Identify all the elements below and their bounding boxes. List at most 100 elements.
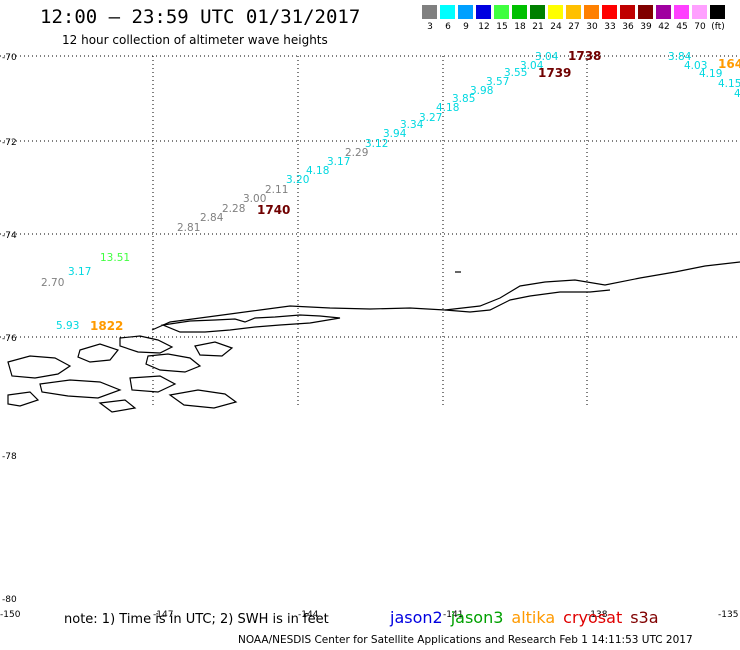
legend-swatch xyxy=(548,5,563,19)
legend-label: 12 xyxy=(478,22,490,32)
legend-unit: (ft) xyxy=(711,22,725,32)
lat-label: -72 xyxy=(2,138,17,148)
wave-height-reading: 5.93 xyxy=(56,320,79,332)
island-c xyxy=(7,355,72,379)
lat-label: -78 xyxy=(2,452,17,462)
wave-height-reading: 3.94 xyxy=(383,128,407,140)
wave-height-reading: 3.04 xyxy=(520,60,544,72)
legend-swatch xyxy=(692,5,707,19)
time-label: 1822 xyxy=(90,319,123,333)
time-label: 1739 xyxy=(538,66,571,80)
legend-label: 45 xyxy=(676,22,688,32)
legend-swatch xyxy=(458,5,473,19)
legend-swatch xyxy=(656,5,671,19)
satellite-legend: jason2 jason3 altika cryosat s3a xyxy=(390,608,667,627)
wave-height-reading: 4.18 xyxy=(436,102,459,114)
legend-swatch xyxy=(440,5,455,19)
legend-swatch xyxy=(512,5,527,19)
legend-label: 36 xyxy=(622,22,634,32)
ice-shelf-edge xyxy=(160,314,341,333)
satellite-altika: altika xyxy=(511,608,556,627)
legend-label: 39 xyxy=(640,22,652,32)
legend-label: 30 xyxy=(586,22,598,32)
satellite-s3a: s3a xyxy=(630,608,659,627)
lat-label: -70 xyxy=(2,53,17,63)
legend-label: 21 xyxy=(532,22,544,32)
lat-label: -80 xyxy=(2,595,17,605)
legend-label: 27 xyxy=(568,22,580,32)
wave-height-reading: 2.11 xyxy=(265,184,288,196)
wave-height-reading: 2.70 xyxy=(41,277,64,289)
wave-height-reading: 3.85 xyxy=(452,93,475,105)
island-h xyxy=(7,391,40,407)
wave-height-reading: 2.29 xyxy=(345,147,368,159)
lat-label: -76 xyxy=(2,334,17,344)
legend-label: 9 xyxy=(463,22,469,32)
graticule xyxy=(0,55,740,408)
legend-label: 15 xyxy=(496,22,508,32)
lon-label: -141 xyxy=(443,610,463,620)
legend-swatch xyxy=(674,5,689,19)
satellite-jason2: jason2 xyxy=(390,608,443,627)
wave-height-reading: 4.19 xyxy=(699,68,722,80)
wave-height-reading: 3.20 xyxy=(286,174,309,186)
wave-height-reading: 13.51 xyxy=(100,252,130,264)
coastline-inner xyxy=(444,289,611,313)
legend-swatch xyxy=(638,5,653,19)
island-g xyxy=(168,389,238,409)
island-e xyxy=(39,379,122,399)
lon-label: -144 xyxy=(298,610,319,620)
legend-label: 70 xyxy=(694,22,706,32)
lon-label: -147 xyxy=(153,610,173,620)
wave-height-reading: 3.00 xyxy=(243,193,266,205)
map-subtitle: 12 hour collection of altimeter wave hei… xyxy=(62,33,328,47)
note-text: note: 1) Time is in UTC; 2) SWH is in fe… xyxy=(64,612,329,627)
legend-swatch xyxy=(584,5,599,19)
wave-height-reading: 2.28 xyxy=(222,203,245,215)
legend-swatch xyxy=(422,5,437,19)
lon-label: -135 xyxy=(718,610,738,620)
time-label: 1740 xyxy=(257,203,290,217)
legend-swatch xyxy=(494,5,509,19)
wave-height-reading: 3.12 xyxy=(365,138,388,150)
legend-swatch xyxy=(476,5,491,19)
map-title: 12:00 – 23:59 UTC 01/31/2017 xyxy=(40,6,361,28)
lat-label: -74 xyxy=(2,231,17,241)
island-i xyxy=(194,341,234,357)
legend-label: 24 xyxy=(550,22,562,32)
wave-height-reading: 3.27 xyxy=(419,112,442,124)
island-j xyxy=(98,399,137,413)
wave-height-reading: 2.84 xyxy=(200,212,224,224)
wave-height-reading: 4.18 xyxy=(306,165,329,177)
legend-swatch xyxy=(710,5,725,19)
wave-height-reading: 3.04 xyxy=(535,51,559,63)
wave-height-reading: 3.34 xyxy=(400,119,424,131)
island-f xyxy=(129,375,177,393)
satellite-cryosat: cryosat xyxy=(563,608,623,627)
wave-height-reading: 3.98 xyxy=(470,85,493,97)
wave-height-reading: 4.15 xyxy=(718,78,740,90)
legend-label: 33 xyxy=(604,22,616,32)
island-b xyxy=(77,343,120,363)
island-d xyxy=(145,353,202,373)
legend-swatch xyxy=(566,5,581,19)
legend-label: 42 xyxy=(658,22,670,32)
time-label: 164 xyxy=(718,57,740,71)
credit-footer: NOAA/NESDIS Center for Satellite Applica… xyxy=(238,634,693,646)
legend-swatch xyxy=(620,5,635,19)
wave-height-reading: 3.17 xyxy=(327,156,350,168)
wave-height-reading: 4 xyxy=(734,88,740,100)
coastline xyxy=(7,261,740,413)
legend-swatch xyxy=(530,5,545,19)
lon-label: -138 xyxy=(587,610,608,620)
wave-height-reading: 3.17 xyxy=(68,266,91,278)
satellite-jason3: jason3 xyxy=(450,608,504,627)
lon-label: -150 xyxy=(0,610,21,620)
wave-height-reading: 4.03 xyxy=(684,60,707,72)
wave-height-reading: 3.55 xyxy=(504,67,527,79)
legend-label: 18 xyxy=(514,22,526,32)
wave-height-reading: 2.81 xyxy=(177,222,200,234)
coastline-main xyxy=(151,261,740,331)
wave-height-reading: 3.84 xyxy=(668,51,692,63)
